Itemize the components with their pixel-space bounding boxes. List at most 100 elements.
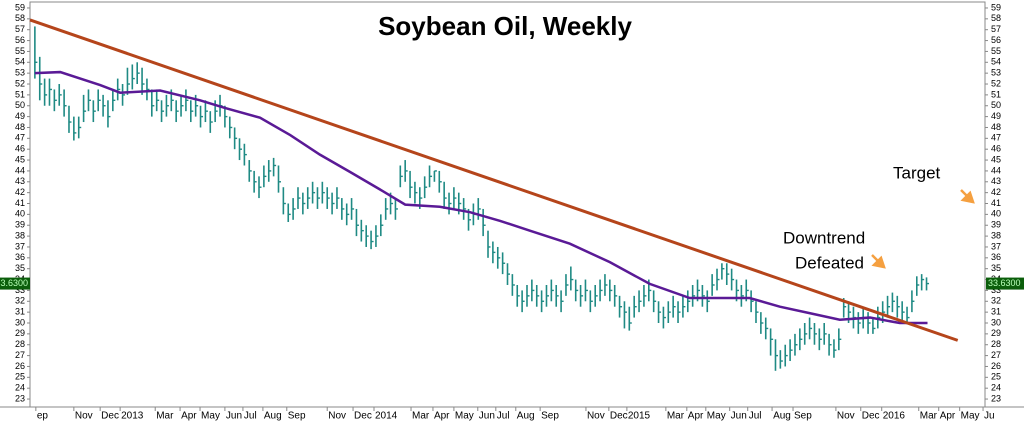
x-tick-label: Ju — [984, 411, 995, 422]
y-tick-label: 31 — [15, 307, 25, 317]
y-tick-label: 32 — [15, 296, 25, 306]
y-tick-label: 47 — [991, 133, 1001, 143]
y-tick-label: 27 — [15, 350, 25, 360]
x-tick-label: Apr — [181, 411, 197, 422]
y-tick-label: 49 — [15, 111, 25, 121]
x-tick-label: Apr — [434, 411, 450, 422]
y-tick-label: 44 — [991, 165, 1001, 175]
y-tick-label: 54 — [991, 57, 1001, 67]
y-tick-label: 59 — [15, 2, 25, 12]
y-tick-label: 35 — [991, 263, 1001, 273]
y-tick-label: 43 — [15, 176, 25, 186]
y-tick-label: 37 — [15, 241, 25, 251]
y-tick-label: 36 — [15, 252, 25, 262]
x-tick-label: Mar — [412, 411, 430, 422]
x-tick-label: Mar — [920, 411, 938, 422]
y-tick-label: 42 — [991, 187, 1001, 197]
y-tick-label: 51 — [15, 89, 25, 99]
y-tick-label: 38 — [15, 230, 25, 240]
y-tick-label: 48 — [991, 122, 1001, 132]
annotation: Defeated — [795, 253, 864, 272]
y-tick-label: 58 — [991, 13, 1001, 23]
x-tick-label: Aug — [517, 411, 535, 422]
x-tick-label: 2016 — [883, 411, 906, 422]
annotation: Downtrend — [783, 228, 865, 247]
y-tick-label: 39 — [991, 220, 1001, 230]
y-tick-label: 35 — [15, 263, 25, 273]
trendline — [29, 18, 959, 342]
y-tick-label: 52 — [991, 78, 1001, 88]
y-tick-label: 53 — [15, 68, 25, 78]
y-tick-label: 39 — [15, 220, 25, 230]
x-tick-label: Nov — [587, 411, 605, 422]
x-tick-label: May — [455, 411, 474, 422]
price-marker — [0, 277, 30, 290]
y-tick-label: 43 — [991, 176, 1001, 186]
y-tick-label: 40 — [15, 209, 25, 219]
y-tick-label: 41 — [991, 198, 1001, 208]
y-tick-label: 48 — [15, 122, 25, 132]
x-tick-label: Apr — [940, 411, 956, 422]
price-marker-label: 33.6300 — [0, 278, 28, 288]
x-tick-label: Jun — [226, 411, 242, 422]
y-tick-label: 41 — [15, 198, 25, 208]
y-tick-label: 45 — [991, 154, 1001, 164]
x-tick-label: Sep — [794, 411, 812, 422]
x-tick-label: 2014 — [375, 411, 398, 422]
x-tick-label: Dec — [862, 411, 880, 422]
annotation-arrow — [960, 189, 975, 204]
y-tick-label: 46 — [991, 144, 1001, 154]
x-tick-label: Mar — [667, 411, 685, 422]
y-tick-label: 29 — [991, 328, 1001, 338]
y-tick-label: 55 — [991, 46, 1001, 56]
y-tick-label: 58 — [15, 13, 25, 23]
x-tick-label: Jul — [497, 411, 510, 422]
x-tick-label: 2015 — [628, 411, 651, 422]
y-tick-label: 40 — [991, 209, 1001, 219]
y-tick-label: 45 — [15, 154, 25, 164]
x-tick-label: ep — [37, 411, 49, 422]
annotation: Target — [893, 163, 941, 182]
y-tick-label: 53 — [991, 68, 1001, 78]
x-tick-label: Dec — [610, 411, 628, 422]
x-tick-label: Dec — [101, 411, 119, 422]
x-tick-label: Apr — [688, 411, 704, 422]
x-tick-label: Nov — [328, 411, 346, 422]
y-tick-label: 50 — [15, 100, 25, 110]
x-tick-label: Nov — [837, 411, 855, 422]
y-tick-label: 27 — [991, 350, 1001, 360]
chart-title: Soybean Oil, Weekly — [378, 11, 632, 41]
y-tick-label: 25 — [991, 372, 1001, 382]
y-tick-label: 24 — [15, 383, 25, 393]
y-tick-label: 33 — [991, 285, 1001, 295]
x-tick-label: 2013 — [121, 411, 144, 422]
y-tick-label: 59 — [991, 2, 1001, 12]
y-tick-label: 50 — [991, 100, 1001, 110]
y-tick-label: 52 — [15, 78, 25, 88]
y-tick-label: 42 — [15, 187, 25, 197]
x-tick-label: Jul — [749, 411, 762, 422]
x-tick-label: Nov — [75, 411, 93, 422]
y-tick-label: 54 — [15, 57, 25, 67]
x-tick-label: Sep — [288, 411, 306, 422]
y-tick-label: 44 — [15, 165, 25, 175]
y-tick-label: 29 — [15, 328, 25, 338]
x-tick-label: Jun — [731, 411, 747, 422]
y-tick-label: 33 — [15, 285, 25, 295]
x-tick-label: Sep — [541, 411, 559, 422]
y-tick-label: 26 — [991, 361, 1001, 371]
y-tick-label: 23 — [991, 393, 1001, 403]
y-tick-label: 37 — [991, 241, 1001, 251]
moving-average — [34, 70, 928, 325]
y-tick-label: 30 — [991, 317, 1001, 327]
y-tick-label: 32 — [991, 296, 1001, 306]
y-tick-label: 38 — [991, 230, 1001, 240]
y-tick-label: 24 — [991, 383, 1001, 393]
y-tick-label: 49 — [991, 111, 1001, 121]
x-tick-label: May — [961, 411, 980, 422]
y-tick-label: 56 — [991, 35, 1001, 45]
